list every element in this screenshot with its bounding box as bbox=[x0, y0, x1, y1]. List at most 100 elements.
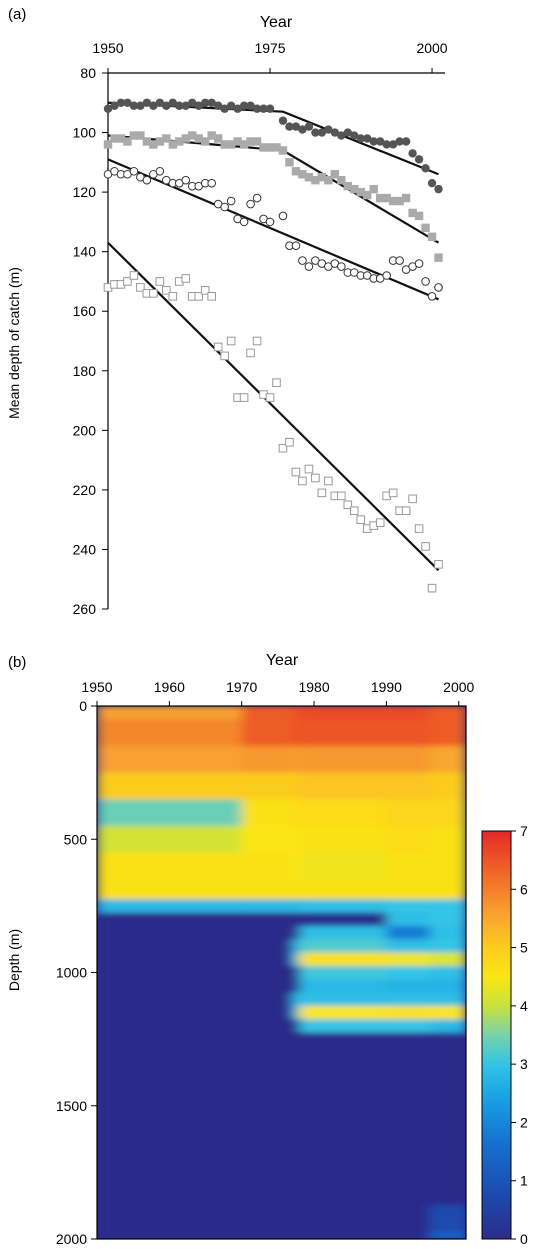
heatmap-cell bbox=[386, 1145, 431, 1207]
heatmap-cell bbox=[429, 952, 466, 967]
data-point-series-1 bbox=[259, 104, 268, 113]
data-point-series-4 bbox=[252, 336, 262, 346]
data-point-series-1 bbox=[317, 128, 327, 137]
heatmap-cell bbox=[299, 1205, 388, 1233]
panel-b-x-tick-label: 1990 bbox=[371, 679, 402, 695]
heatmap-cell bbox=[292, 1205, 301, 1233]
panel-b-y-tick-label: 1500 bbox=[56, 1098, 87, 1114]
data-point-series-4 bbox=[155, 277, 165, 286]
panel-a-y-tick-label: 120 bbox=[73, 184, 97, 200]
data-point-series-3 bbox=[226, 196, 236, 206]
data-point-series-2 bbox=[375, 193, 385, 203]
data-point-series-1 bbox=[421, 164, 430, 173]
heatmap-cell bbox=[299, 965, 388, 980]
heatmap-cell bbox=[299, 1079, 388, 1147]
data-point-series-4 bbox=[123, 277, 132, 286]
data-point-series-3 bbox=[181, 175, 191, 185]
heatmap-cell bbox=[97, 799, 243, 827]
heatmap-cell bbox=[97, 939, 243, 954]
heatmap-cell bbox=[97, 1145, 243, 1207]
colorbar-tick-label: 4 bbox=[520, 998, 528, 1014]
heatmap-cell bbox=[241, 1232, 293, 1239]
heatmap-cell bbox=[97, 852, 243, 880]
data-point-series-2 bbox=[311, 176, 320, 185]
data-point-series-4 bbox=[200, 286, 210, 295]
heatmap-cell bbox=[97, 1032, 243, 1047]
data-point-series-3 bbox=[395, 256, 404, 265]
data-point-series-2 bbox=[175, 137, 184, 146]
panel-a-axes: 1950 1975 2000 80 100 120 140 160 180 200 220 240 26… bbox=[73, 40, 448, 617]
heatmap-cell bbox=[241, 799, 293, 827]
heatmap-cell bbox=[241, 1145, 293, 1207]
colorbar-tick-label: 0 bbox=[520, 1231, 528, 1244]
data-point-series-1 bbox=[388, 140, 398, 149]
panel-b-x-tick-label: 1950 bbox=[81, 679, 112, 695]
data-point-series-1 bbox=[252, 104, 262, 113]
heatmap-cell bbox=[429, 745, 466, 774]
colorbar-tick-label: 3 bbox=[520, 1056, 528, 1072]
colorbar-tick-label: 6 bbox=[520, 881, 528, 897]
heatmap-cell bbox=[429, 925, 466, 940]
heatmap-cell bbox=[97, 952, 243, 967]
data-point-series-4 bbox=[298, 476, 307, 486]
fit-line-series-4 bbox=[107, 241, 440, 572]
heatmap-cell bbox=[429, 1019, 466, 1034]
heatmap-cell bbox=[241, 912, 293, 927]
heatmap-cell bbox=[386, 852, 431, 880]
data-point-series-2 bbox=[220, 140, 229, 149]
heatmap-cell bbox=[299, 799, 388, 827]
data-point-series-1 bbox=[291, 122, 301, 131]
heatmap-cell bbox=[241, 965, 293, 980]
heatmap-cell bbox=[299, 1005, 388, 1020]
data-point-series-2 bbox=[168, 140, 178, 149]
heatmap-cell bbox=[299, 952, 388, 967]
data-point-series-1 bbox=[337, 131, 346, 140]
data-point-series-1 bbox=[103, 104, 113, 113]
data-point-series-1 bbox=[382, 140, 391, 149]
data-point-series-3 bbox=[265, 217, 275, 227]
heatmap-cell bbox=[386, 1205, 431, 1233]
heatmap-cell bbox=[299, 852, 388, 880]
data-point-series-4 bbox=[129, 271, 139, 280]
data-point-series-4 bbox=[213, 342, 223, 352]
heatmap-cell bbox=[241, 899, 293, 914]
heatmap-cell bbox=[292, 799, 301, 827]
colorbar-scale bbox=[481, 830, 512, 1240]
data-point-series-4 bbox=[207, 292, 216, 301]
heatmap-cell bbox=[429, 912, 466, 927]
heatmap-cell bbox=[299, 912, 388, 927]
heatmap-cell bbox=[429, 772, 466, 800]
data-point-series-4 bbox=[265, 393, 275, 402]
data-point-series-4 bbox=[434, 560, 443, 569]
data-point-series-1 bbox=[149, 101, 158, 110]
panel-a-y-tick-label: 240 bbox=[73, 541, 97, 557]
data-point-series-1 bbox=[311, 128, 320, 137]
data-point-series-2 bbox=[259, 143, 268, 152]
data-point-series-1 bbox=[375, 137, 385, 146]
heatmap-cell bbox=[241, 925, 293, 940]
heatmap-cell bbox=[292, 852, 301, 880]
heatmap-cell bbox=[386, 899, 431, 914]
data-point-series-3 bbox=[278, 211, 288, 221]
data-point-series-4 bbox=[239, 393, 249, 402]
panel-a-y-tick-label: 180 bbox=[73, 363, 97, 379]
heatmap-cell bbox=[241, 1205, 293, 1233]
data-point-series-3 bbox=[434, 283, 443, 292]
data-point-series-3 bbox=[129, 166, 139, 176]
heatmap-cell bbox=[386, 745, 431, 774]
data-point-series-1 bbox=[278, 116, 288, 125]
data-point-series-4 bbox=[324, 476, 333, 486]
data-point-series-1 bbox=[395, 137, 404, 146]
data-point-series-1 bbox=[350, 131, 359, 140]
data-point-series-4 bbox=[317, 488, 327, 498]
heatmap-cell bbox=[299, 1032, 388, 1047]
data-point-series-4 bbox=[408, 494, 417, 504]
data-point-series-4 bbox=[427, 583, 437, 593]
data-point-series-1 bbox=[116, 98, 126, 107]
heatmap-cell bbox=[241, 952, 293, 967]
data-point-series-3 bbox=[142, 175, 152, 185]
heatmap-cell bbox=[292, 1019, 301, 1034]
data-point-series-1 bbox=[220, 104, 229, 113]
data-point-series-2 bbox=[162, 134, 171, 143]
heatmap-cell bbox=[386, 1232, 431, 1239]
